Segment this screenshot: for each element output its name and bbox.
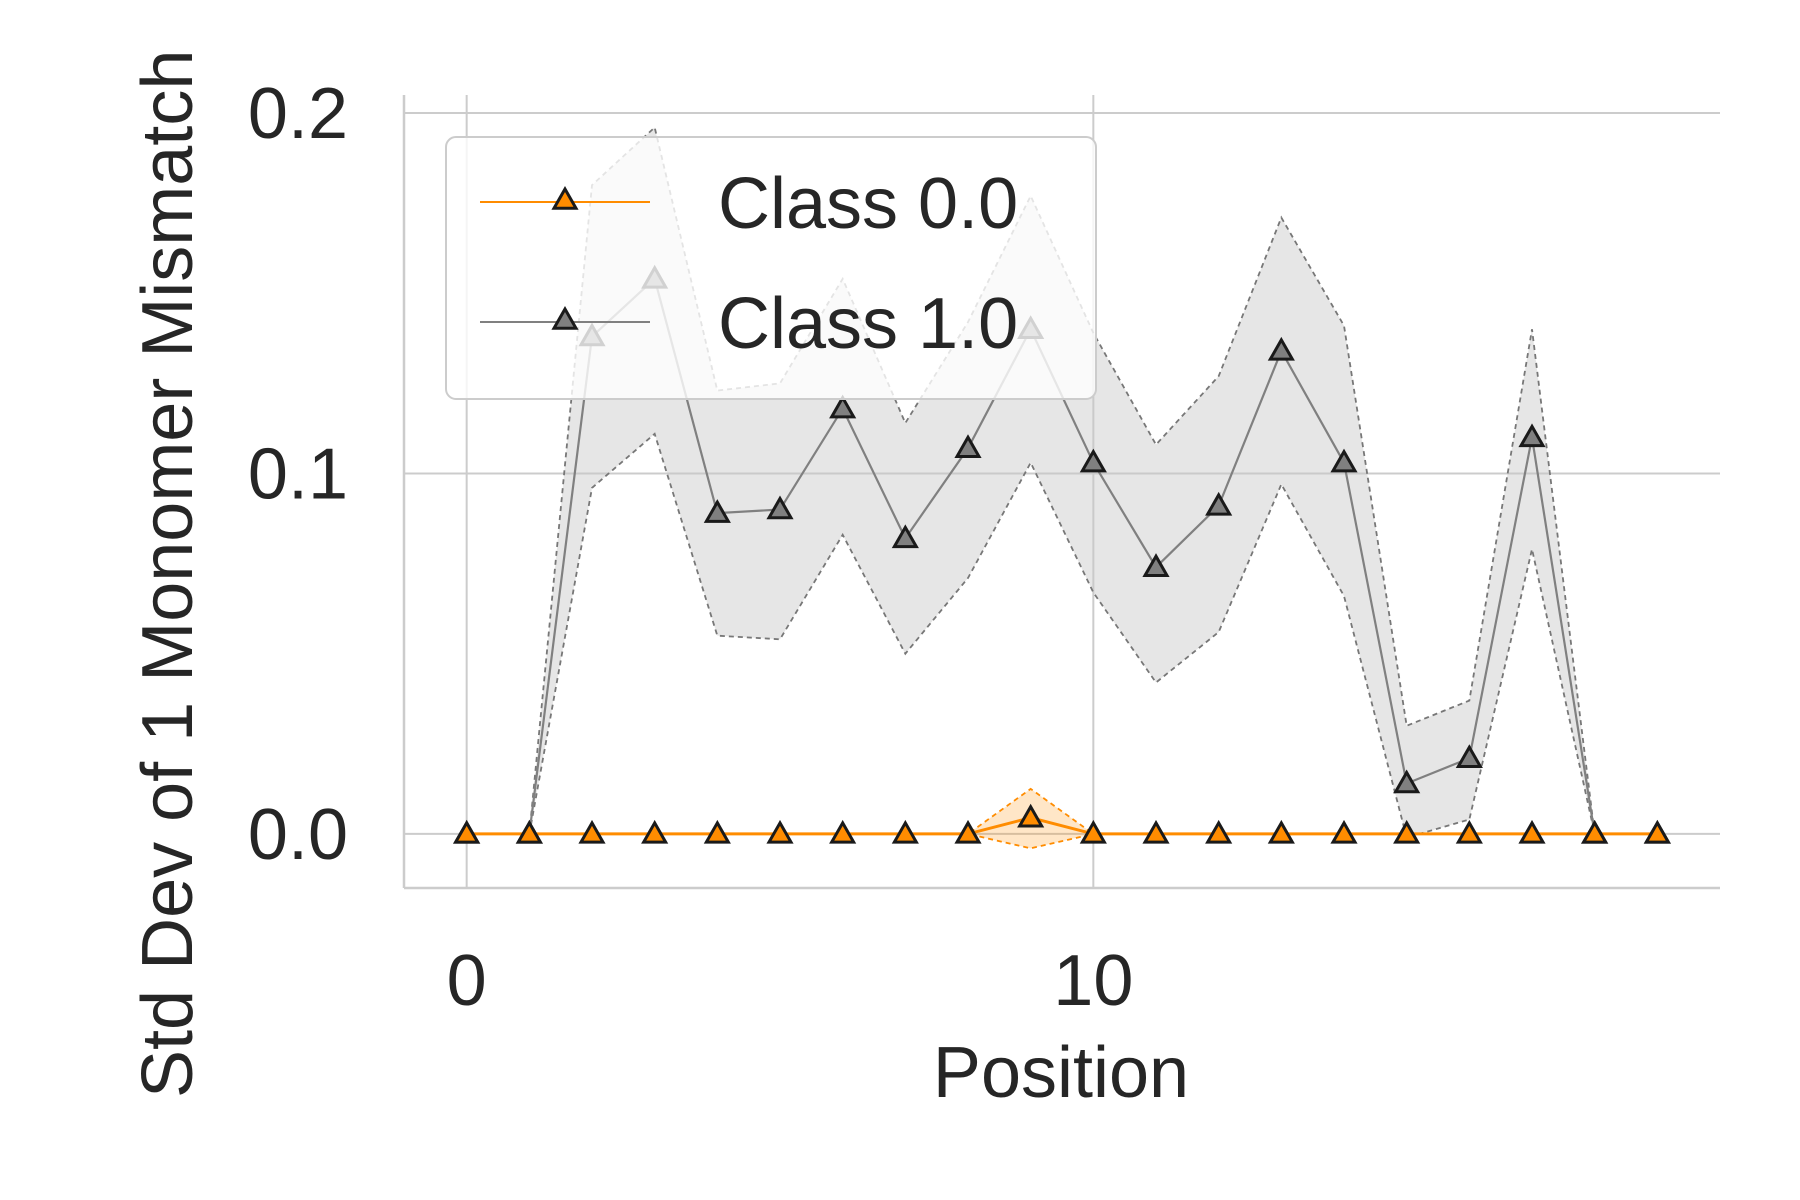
x-axis-label: Position (933, 1033, 1189, 1113)
data-point (1518, 819, 1546, 844)
data-point (1079, 448, 1107, 473)
legend-marker (551, 305, 579, 330)
data-point (1330, 448, 1358, 473)
data-point (641, 819, 669, 844)
data-point (1267, 336, 1295, 361)
data-point (766, 819, 794, 844)
legend-marker (551, 185, 579, 210)
data-point (1205, 491, 1233, 516)
data-point (1142, 553, 1170, 577)
y-axis-label: Std Dev of 1 Monomer Mismatch (128, 50, 208, 1098)
data-point (1581, 819, 1609, 844)
data-point (1393, 819, 1421, 844)
data-point (891, 819, 919, 844)
data-point (1455, 819, 1483, 844)
legend-label: Class 0.0 (718, 164, 1018, 244)
data-point (1079, 819, 1107, 844)
legend-label: Class 1.0 (718, 284, 1018, 364)
data-point (766, 495, 794, 520)
data-point (954, 434, 982, 458)
data-point (1205, 819, 1233, 844)
legend: Class 0.0 Class 1.0 (445, 136, 1097, 400)
band-fill (466, 788, 1658, 849)
data-point (829, 394, 857, 419)
series-line (466, 816, 1658, 836)
data-point (703, 499, 731, 523)
data-point (1455, 744, 1483, 768)
data-point (453, 819, 481, 844)
data-point (1643, 819, 1671, 844)
band-lower-edge (466, 432, 1658, 839)
x-tick-label: 0 (447, 941, 487, 1021)
x-tick-label: 10 (1053, 941, 1133, 1021)
data-point (829, 819, 857, 844)
data-point (1330, 819, 1358, 844)
data-point (515, 819, 543, 844)
data-point (954, 819, 982, 844)
tick-labels: 0.0 0.1 0.2 0 10 (248, 74, 1133, 1021)
data-point (1518, 423, 1546, 448)
data-point (703, 819, 731, 844)
band-fill (466, 127, 1658, 838)
data-point (578, 819, 606, 844)
data-point (1017, 803, 1045, 828)
data-point (1393, 769, 1421, 794)
y-tick-label: 0.1 (248, 434, 348, 514)
data-point (1267, 819, 1295, 844)
data-point (891, 524, 919, 549)
data-point (1142, 819, 1170, 844)
axes-frame (402, 95, 1720, 890)
y-tick-label: 0.2 (248, 74, 348, 154)
y-tick-label: 0.0 (248, 795, 348, 875)
